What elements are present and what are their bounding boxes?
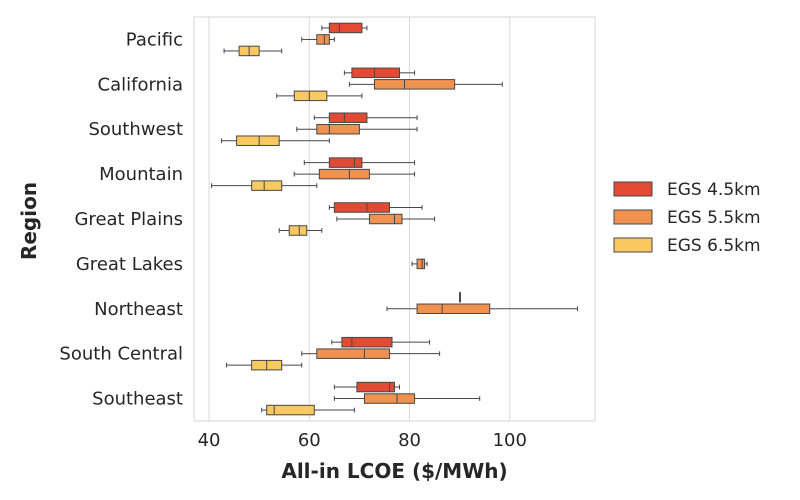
iqr-box: [328, 157, 363, 168]
iqr-box: [341, 336, 393, 348]
box-plot-item: [343, 67, 416, 79]
iqr-box: [328, 22, 363, 34]
iqr-box: [236, 135, 280, 146]
y-tick-label: Southwest: [88, 119, 183, 140]
box-plot-item: [328, 202, 423, 213]
box-plot-item: [278, 225, 323, 236]
y-tick-label: Great Plains: [74, 209, 183, 230]
iqr-box: [416, 303, 491, 315]
iqr-box: [351, 67, 401, 79]
iqr-box: [363, 393, 416, 404]
iqr-box: [356, 381, 395, 393]
box-plot-item: [301, 34, 335, 45]
x-axis-title: All-in LCOE ($/MWh): [281, 459, 507, 483]
box-plot-item: [333, 393, 481, 404]
y-tick-label: Southeast: [92, 389, 183, 410]
y-tick-label: Mountain: [99, 164, 183, 185]
iqr-box: [373, 79, 456, 90]
iqr-box: [316, 123, 360, 135]
legend-label: EGS 4.5km: [667, 180, 761, 200]
legend-swatch: [613, 209, 653, 225]
iqr-box: [416, 258, 426, 270]
box-plot-item: [211, 180, 318, 191]
legend-item: EGS 5.5km: [613, 208, 761, 228]
iqr-box: [333, 202, 390, 213]
box-plot-item: [336, 213, 436, 225]
box-plot-item: [293, 168, 416, 180]
box-plot-item: [301, 348, 441, 359]
box-plot-item: [261, 404, 355, 416]
x-tick-labels: 40 60 80 100: [198, 430, 527, 451]
box-plot-item: [303, 157, 416, 168]
legend-item: EGS 4.5km: [613, 180, 761, 200]
x-tick-label: 80: [398, 430, 421, 451]
y-tick-label: Northeast: [94, 299, 183, 320]
box-plot-item: [333, 381, 401, 393]
box-plot-item: [411, 258, 428, 270]
legend-swatch: [613, 237, 653, 253]
legend-swatch: [613, 181, 653, 197]
box-plot-item: [331, 336, 431, 348]
x-tick-label: 60: [298, 430, 321, 451]
box-plot-item: [223, 45, 283, 57]
iqr-box: [368, 213, 403, 225]
y-axis-title: Region: [17, 182, 41, 260]
box-plot-item: [321, 22, 368, 34]
y-tick-label: South Central: [59, 344, 183, 365]
y-tick-label: Great Lakes: [76, 254, 183, 275]
iqr-box: [328, 112, 368, 123]
x-tick-label: 40: [198, 430, 221, 451]
legend-label: EGS 6.5km: [667, 236, 761, 256]
box-layer: [211, 22, 578, 416]
iqr-box: [266, 404, 315, 416]
box-plot-item: [386, 303, 578, 315]
y-tick-labels: Pacific California Southwest Mountain Great …: [59, 29, 183, 409]
iqr-box: [316, 348, 390, 359]
iqr-box: [293, 90, 328, 102]
legend: EGS 4.5km EGS 5.5km EGS 6.5km: [613, 180, 761, 256]
legend-label: EGS 5.5km: [667, 208, 761, 228]
box-plot-item: [313, 112, 418, 123]
y-tick-label: Pacific: [126, 29, 183, 50]
x-tick-label: 100: [493, 430, 527, 451]
box-plot-item: [226, 359, 303, 371]
iqr-box: [288, 225, 308, 236]
iqr-box: [316, 34, 330, 45]
iqr-box: [251, 180, 283, 191]
box-plot-item: [276, 90, 363, 102]
box-plot-item: [348, 79, 503, 90]
box-plot-item: [221, 135, 330, 146]
box-plot-item: [459, 292, 461, 303]
box-plot-item: [296, 123, 418, 135]
y-tick-label: California: [98, 74, 183, 95]
iqr-box: [318, 168, 370, 180]
legend-item: EGS 6.5km: [613, 236, 761, 256]
